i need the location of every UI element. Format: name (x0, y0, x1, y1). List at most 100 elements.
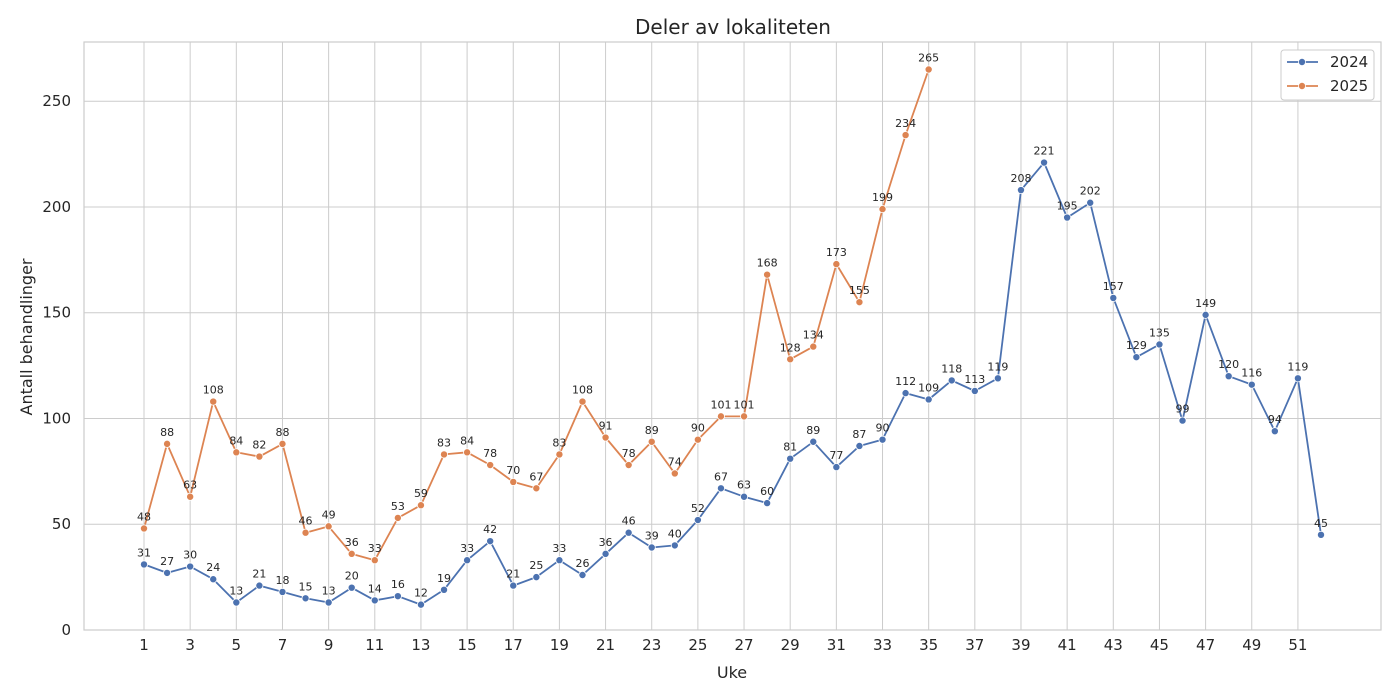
data-label-2025: 265 (918, 51, 939, 64)
x-tick-label: 19 (550, 636, 569, 654)
data-point-2025 (670, 469, 679, 478)
x-tick-label: 15 (458, 636, 477, 654)
data-point-2024 (278, 587, 287, 596)
data-point-2025 (555, 450, 564, 459)
data-point-2024 (901, 389, 910, 398)
x-tick-label: 33 (873, 636, 892, 654)
data-label-2024: 120 (1218, 358, 1239, 371)
x-tick-label: 47 (1196, 636, 1215, 654)
x-tick-label: 13 (411, 636, 430, 654)
plot-frame (83, 41, 1382, 631)
data-label-2025: 88 (275, 426, 289, 439)
data-label-2024: 39 (645, 530, 659, 543)
data-point-2024 (993, 374, 1002, 383)
data-point-2025 (855, 298, 864, 307)
data-point-2025 (693, 435, 702, 444)
data-point-2024 (1109, 293, 1118, 302)
data-label-2024: 27 (160, 555, 174, 568)
data-point-2025 (232, 448, 241, 457)
data-label-2024: 202 (1080, 185, 1101, 198)
x-tick-label: 39 (1011, 636, 1030, 654)
data-point-2024 (763, 499, 772, 508)
data-point-2024 (970, 386, 979, 395)
x-tick-label: 9 (324, 636, 334, 654)
legend: 2024 2025 (1280, 49, 1375, 101)
x-tick-label: 23 (642, 636, 661, 654)
data-label-2024: 24 (206, 561, 220, 574)
data-point-2024 (1270, 427, 1279, 436)
data-point-2024 (1155, 340, 1164, 349)
data-label-2025: 59 (414, 487, 428, 500)
data-point-2024 (878, 435, 887, 444)
data-label-2024: 89 (806, 424, 820, 437)
data-label-2025: 108 (572, 384, 593, 397)
data-point-2024 (670, 541, 679, 550)
data-point-2025 (647, 437, 656, 446)
y-tick-label: 100 (42, 409, 71, 427)
data-point-2024 (624, 528, 633, 537)
data-point-2024 (232, 598, 241, 607)
data-point-2025 (163, 439, 172, 448)
data-label-2024: 21 (252, 568, 266, 581)
series-layer (140, 65, 1325, 609)
data-label-2024: 42 (483, 523, 497, 536)
data-point-2024 (486, 537, 495, 546)
data-point-2025 (786, 355, 795, 364)
data-point-2025 (486, 461, 495, 470)
legend-label-2024: 2024 (1330, 53, 1368, 71)
data-label-2024: 33 (460, 542, 474, 555)
data-label-2024: 14 (368, 582, 382, 595)
data-point-2025 (578, 397, 587, 406)
y-axis-label: Antall behandlinger (17, 258, 36, 415)
data-label-2024: 15 (299, 580, 313, 593)
x-tick-label: 1 (139, 636, 149, 654)
axis-ticks: 1 3 5 7 9 11 13 15 17 19 21 23 25 27 29 31 33 35 37 39 41 43 4… (42, 92, 1307, 654)
data-label-2024: 221 (1034, 145, 1055, 158)
data-label-2024: 94 (1268, 413, 1282, 426)
data-point-2025 (924, 65, 933, 74)
data-point-2024 (1016, 186, 1025, 195)
data-point-2025 (463, 448, 472, 457)
data-point-2025 (532, 484, 541, 493)
data-point-2024 (693, 516, 702, 525)
data-label-2025: 128 (780, 341, 801, 354)
data-label-2025: 82 (252, 439, 266, 452)
x-tick-label: 29 (781, 636, 800, 654)
data-point-2024 (578, 571, 587, 580)
data-point-2024 (532, 573, 541, 582)
data-label-2024: 13 (322, 585, 336, 598)
data-point-2024 (509, 581, 518, 590)
x-tick-label: 25 (688, 636, 707, 654)
data-point-2024 (716, 484, 725, 493)
data-label-2024: 30 (183, 549, 197, 562)
data-point-2024 (324, 598, 333, 607)
data-point-2024 (209, 575, 218, 584)
data-label-2025: 234 (895, 117, 916, 130)
data-point-2024 (1178, 416, 1187, 425)
data-point-2024 (301, 594, 310, 603)
data-point-2024 (1201, 310, 1210, 319)
x-tick-label: 49 (1242, 636, 1261, 654)
data-point-2025 (393, 513, 402, 522)
data-point-2025 (624, 461, 633, 470)
data-label-2024: 63 (737, 479, 751, 492)
data-label-2025: 89 (645, 424, 659, 437)
y-tick-label: 250 (42, 92, 71, 110)
chart-title: Deler av lokaliteten (635, 15, 831, 39)
data-point-2024 (1316, 530, 1325, 539)
data-label-2025: 83 (437, 436, 451, 449)
data-point-2024 (347, 583, 356, 592)
data-label-2024: 119 (987, 360, 1008, 373)
data-point-2024 (463, 556, 472, 565)
data-label-2025: 90 (691, 422, 705, 435)
data-label-2024: 135 (1149, 326, 1170, 339)
data-label-2024: 60 (760, 485, 774, 498)
data-point-2025 (301, 528, 310, 537)
data-label-2025: 88 (160, 426, 174, 439)
data-point-2025 (440, 450, 449, 459)
data-label-2024: 118 (941, 362, 962, 375)
data-label-2025: 168 (757, 257, 778, 270)
data-point-2025 (347, 549, 356, 558)
data-point-2025 (832, 260, 841, 269)
y-tick-label: 50 (52, 515, 71, 533)
